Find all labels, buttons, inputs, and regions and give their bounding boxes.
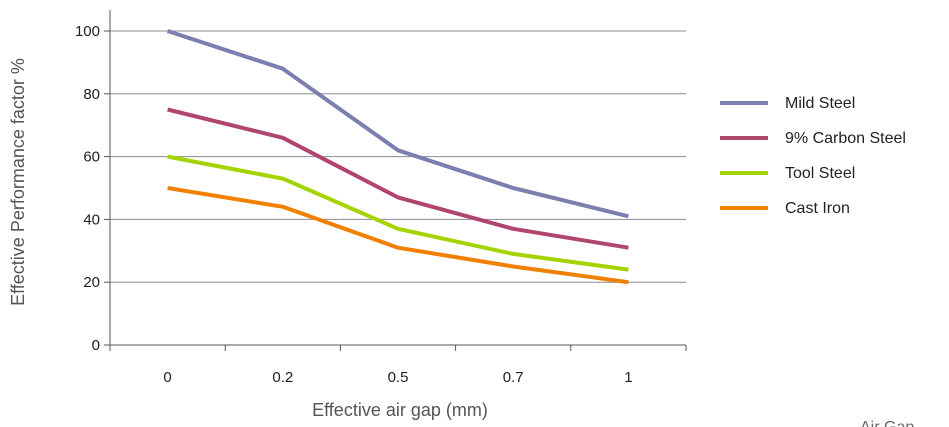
series-lines (166, 29, 629, 285)
y-tick-label: 100 (75, 23, 100, 40)
x-tick-label: 0.5 (388, 369, 409, 386)
y-tick-label: 0 (92, 337, 100, 354)
legend-label-mild-steel: Mild Steel (785, 95, 855, 112)
gridlines (104, 30, 687, 351)
y-tick-label: 20 (83, 274, 100, 291)
series-line-mild-steel (166, 29, 629, 219)
x-tick-label: 0.2 (272, 369, 293, 386)
y-tick-label: 80 (83, 86, 100, 103)
y-axis-title: Effective Performance factor % (8, 58, 28, 306)
legend-label-9-carbon-steel: 9% Carbon Steel (785, 130, 906, 147)
legend-label-cast-iron: Cast Iron (785, 200, 850, 217)
y-tick-labels: 0 20 40 60 80 100 (75, 23, 100, 354)
legend-label-tool-steel: Tool Steel (785, 165, 855, 182)
series-line-9-carbon-steel (167, 107, 629, 250)
y-tick-label: 60 (83, 149, 100, 166)
x-axis-title: Effective air gap (mm) (312, 400, 488, 420)
footer-text: Air Gap (860, 419, 914, 427)
x-tick-label: 0 (163, 369, 171, 386)
x-tick-label: 1 (624, 369, 632, 386)
series-line-cast-iron (167, 186, 629, 285)
series-line-tool-steel (167, 154, 629, 272)
x-tick-label: 0.7 (503, 369, 524, 386)
y-tick-label: 40 (83, 211, 100, 228)
legend: Mild Steel 9% Carbon Steel Tool Steel Cast … (720, 95, 906, 217)
x-tick-labels: 0 0.2 0.5 0.7 1 (163, 369, 632, 386)
axes (109, 10, 686, 346)
